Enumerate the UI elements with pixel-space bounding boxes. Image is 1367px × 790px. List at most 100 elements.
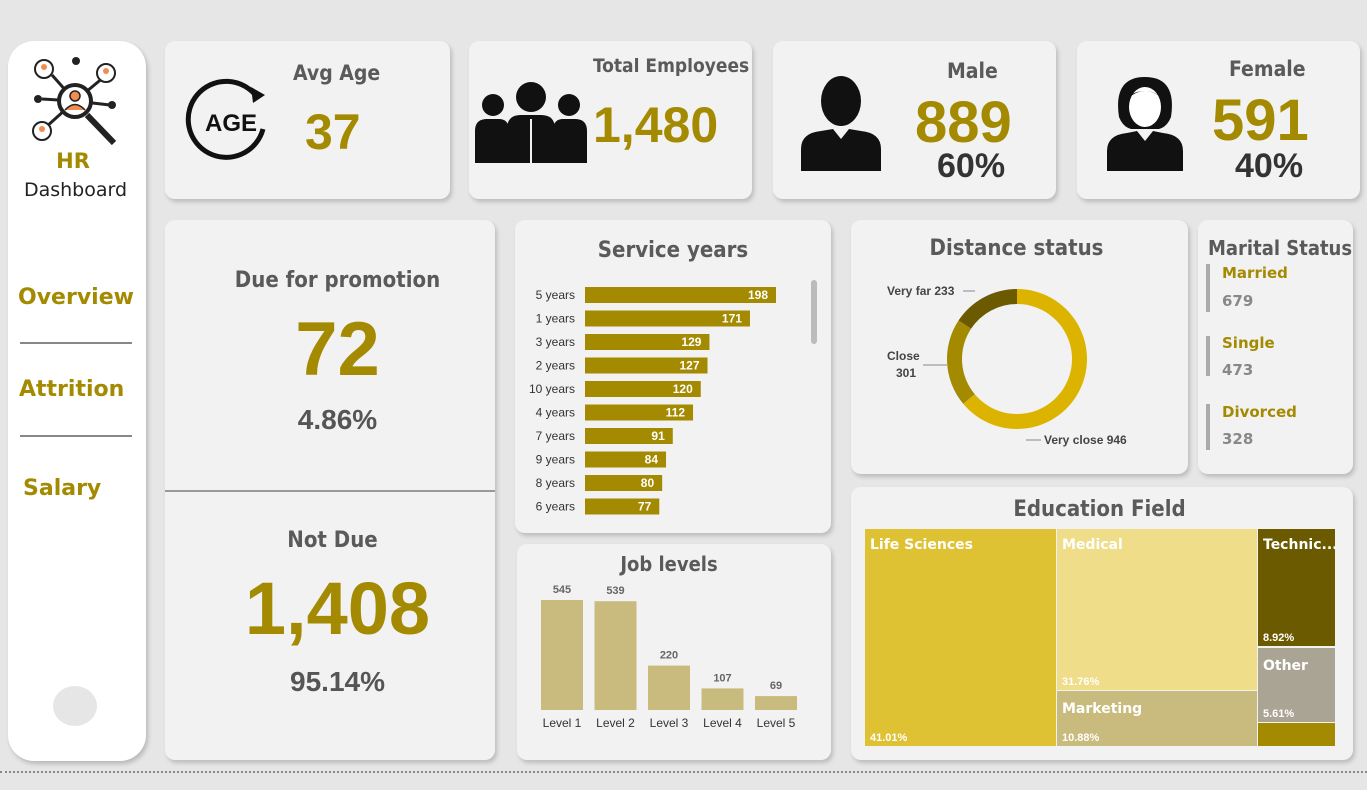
service-years-bar xyxy=(585,381,701,397)
education-title: Education Field xyxy=(1013,497,1186,522)
service-years-value-label: 171 xyxy=(722,312,742,326)
distance-slice xyxy=(947,320,975,404)
treemap-pct: 5.61% xyxy=(1263,708,1295,720)
service-years-value-label: 198 xyxy=(748,288,768,302)
male-card: Male 889 60% xyxy=(773,41,1056,199)
job-levels-category-label: Level 2 xyxy=(596,716,635,730)
distance-status-card: Distance status Very far 233 Close 301 V… xyxy=(851,220,1188,474)
bottom-border xyxy=(0,771,1367,773)
nav-divider xyxy=(20,342,132,344)
avg-age-value: 37 xyxy=(305,104,361,160)
service-years-category-label: 1 years xyxy=(536,312,575,326)
service-years-value-label: 80 xyxy=(641,476,655,490)
marital-divorced-value: 328 xyxy=(1222,430,1254,448)
avg-age-label: Avg Age xyxy=(293,61,381,85)
female-pct: 40% xyxy=(1235,147,1304,185)
treemap-pct: 31.76% xyxy=(1062,676,1100,688)
total-employees-label: Total Employees xyxy=(593,55,750,77)
service-years-category-label: 4 years xyxy=(536,406,575,420)
service-years-category-label: 7 years xyxy=(536,429,575,443)
job-levels-chart: 545 Level 1 539 Level 2 220 Level 3 107 Level 4… xyxy=(541,584,797,730)
service-years-category-label: 8 years xyxy=(536,476,575,490)
distance-title: Distance status xyxy=(929,236,1104,261)
job-levels-bar xyxy=(701,688,744,710)
job-levels-bar xyxy=(755,696,797,710)
due-label: Due for promotion xyxy=(234,268,441,293)
male-value: 889 xyxy=(915,90,1012,155)
due-pct: 4.86% xyxy=(297,404,378,435)
service-years-bar xyxy=(585,357,708,374)
treemap-technical[interactable]: Technic... 8.92% xyxy=(1258,529,1335,646)
age-icon: AGE xyxy=(185,77,273,165)
job-levels-value-label: 545 xyxy=(553,584,571,596)
service-years-value-label: 120 xyxy=(673,382,693,396)
marital-divorced-label: Divorced xyxy=(1222,403,1297,421)
treemap-marketing[interactable]: Marketing 10.88% xyxy=(1057,691,1257,746)
treemap-pct: 41.01% xyxy=(870,732,908,744)
job-levels-value-label: 107 xyxy=(713,672,731,684)
service-years-bar xyxy=(585,428,673,444)
treemap-medical[interactable]: Medical 31.76% xyxy=(1057,529,1257,690)
service-years-value-label: 129 xyxy=(681,335,701,349)
marital-single-bar xyxy=(1206,336,1210,376)
job-levels-category-label: Level 4 xyxy=(703,716,742,730)
group-icon xyxy=(475,79,587,165)
sidebar-subtitle: Dashboard xyxy=(23,179,128,201)
treemap-label: Other xyxy=(1263,658,1308,674)
total-employees-card: Total Employees 1,480 xyxy=(469,41,752,199)
marital-married-value: 679 xyxy=(1222,292,1254,310)
marital-married-bar xyxy=(1206,264,1210,312)
distance-slice xyxy=(958,289,1017,329)
not-due-label: Not Due xyxy=(287,528,378,553)
sidebar: HR Dashboard Overview Attrition Salary xyxy=(8,41,146,761)
nav-salary[interactable]: Salary xyxy=(23,476,102,501)
nav-divider xyxy=(20,435,132,437)
not-due-value: 1,408 xyxy=(244,567,431,650)
distance-donut-chart: Very far 233 Close 301 Very close 946 xyxy=(887,284,1127,447)
service-years-bar xyxy=(585,451,667,468)
service-years-bar xyxy=(585,334,710,350)
marital-single-value: 473 xyxy=(1222,361,1254,379)
marital-single-label: Single xyxy=(1222,334,1275,352)
close-label: Close xyxy=(887,349,920,363)
treemap-life-sciences[interactable]: Life Sciences 41.01% xyxy=(865,529,1056,746)
marital-title: Marital Status xyxy=(1208,236,1353,260)
job-levels-title: Job levels xyxy=(620,552,718,576)
female-value: 591 xyxy=(1212,88,1309,153)
job-levels-category-label: Level 3 xyxy=(650,716,689,730)
female-label: Female xyxy=(1229,57,1306,81)
scrollbar[interactable] xyxy=(811,280,817,344)
service-years-category-label: 6 years xyxy=(536,500,575,514)
promotion-divider xyxy=(165,490,495,492)
service-years-value-label: 112 xyxy=(666,406,686,420)
service-years-bar xyxy=(585,287,776,303)
education-field-card: Education Field Life Sciences 41.01% Med… xyxy=(851,487,1353,760)
treemap-human-resources[interactable] xyxy=(1258,723,1335,746)
nav-attrition[interactable]: Attrition xyxy=(19,377,125,402)
close-value: 301 xyxy=(896,366,916,380)
service-years-value-label: 77 xyxy=(638,500,652,514)
promotion-card: Due for promotion 72 4.86% Not Due 1,408… xyxy=(165,220,495,760)
service-years-value-label: 84 xyxy=(645,453,659,467)
service-years-bar xyxy=(585,310,750,327)
not-due-pct: 95.14% xyxy=(290,666,385,697)
treemap-pct: 10.88% xyxy=(1062,732,1100,744)
treemap-other[interactable]: Other 5.61% xyxy=(1258,648,1335,722)
job-levels-category-label: Level 1 xyxy=(543,716,582,730)
female-icon xyxy=(1103,73,1187,171)
service-years-bar xyxy=(585,404,694,421)
service-years-chart: 5 years 198 1 years 171 3 years 129 2 years 127… xyxy=(529,287,776,515)
nav-overview[interactable]: Overview xyxy=(18,285,134,310)
due-value: 72 xyxy=(295,307,380,392)
service-years-bar xyxy=(585,498,660,515)
very-close-label: Very close 946 xyxy=(1044,433,1127,447)
job-levels-value-label: 69 xyxy=(770,680,782,692)
distance-slice xyxy=(963,289,1087,429)
total-employees-value: 1,480 xyxy=(593,97,719,153)
service-years-value-label: 127 xyxy=(679,359,699,373)
round-button[interactable] xyxy=(53,686,97,726)
service-years-card: Service years 5 years 198 1 years 171 3 year… xyxy=(515,220,831,533)
svg-text:AGE: AGE xyxy=(205,110,257,137)
job-levels-category-label: Level 5 xyxy=(757,716,796,730)
job-levels-bar xyxy=(648,665,690,710)
